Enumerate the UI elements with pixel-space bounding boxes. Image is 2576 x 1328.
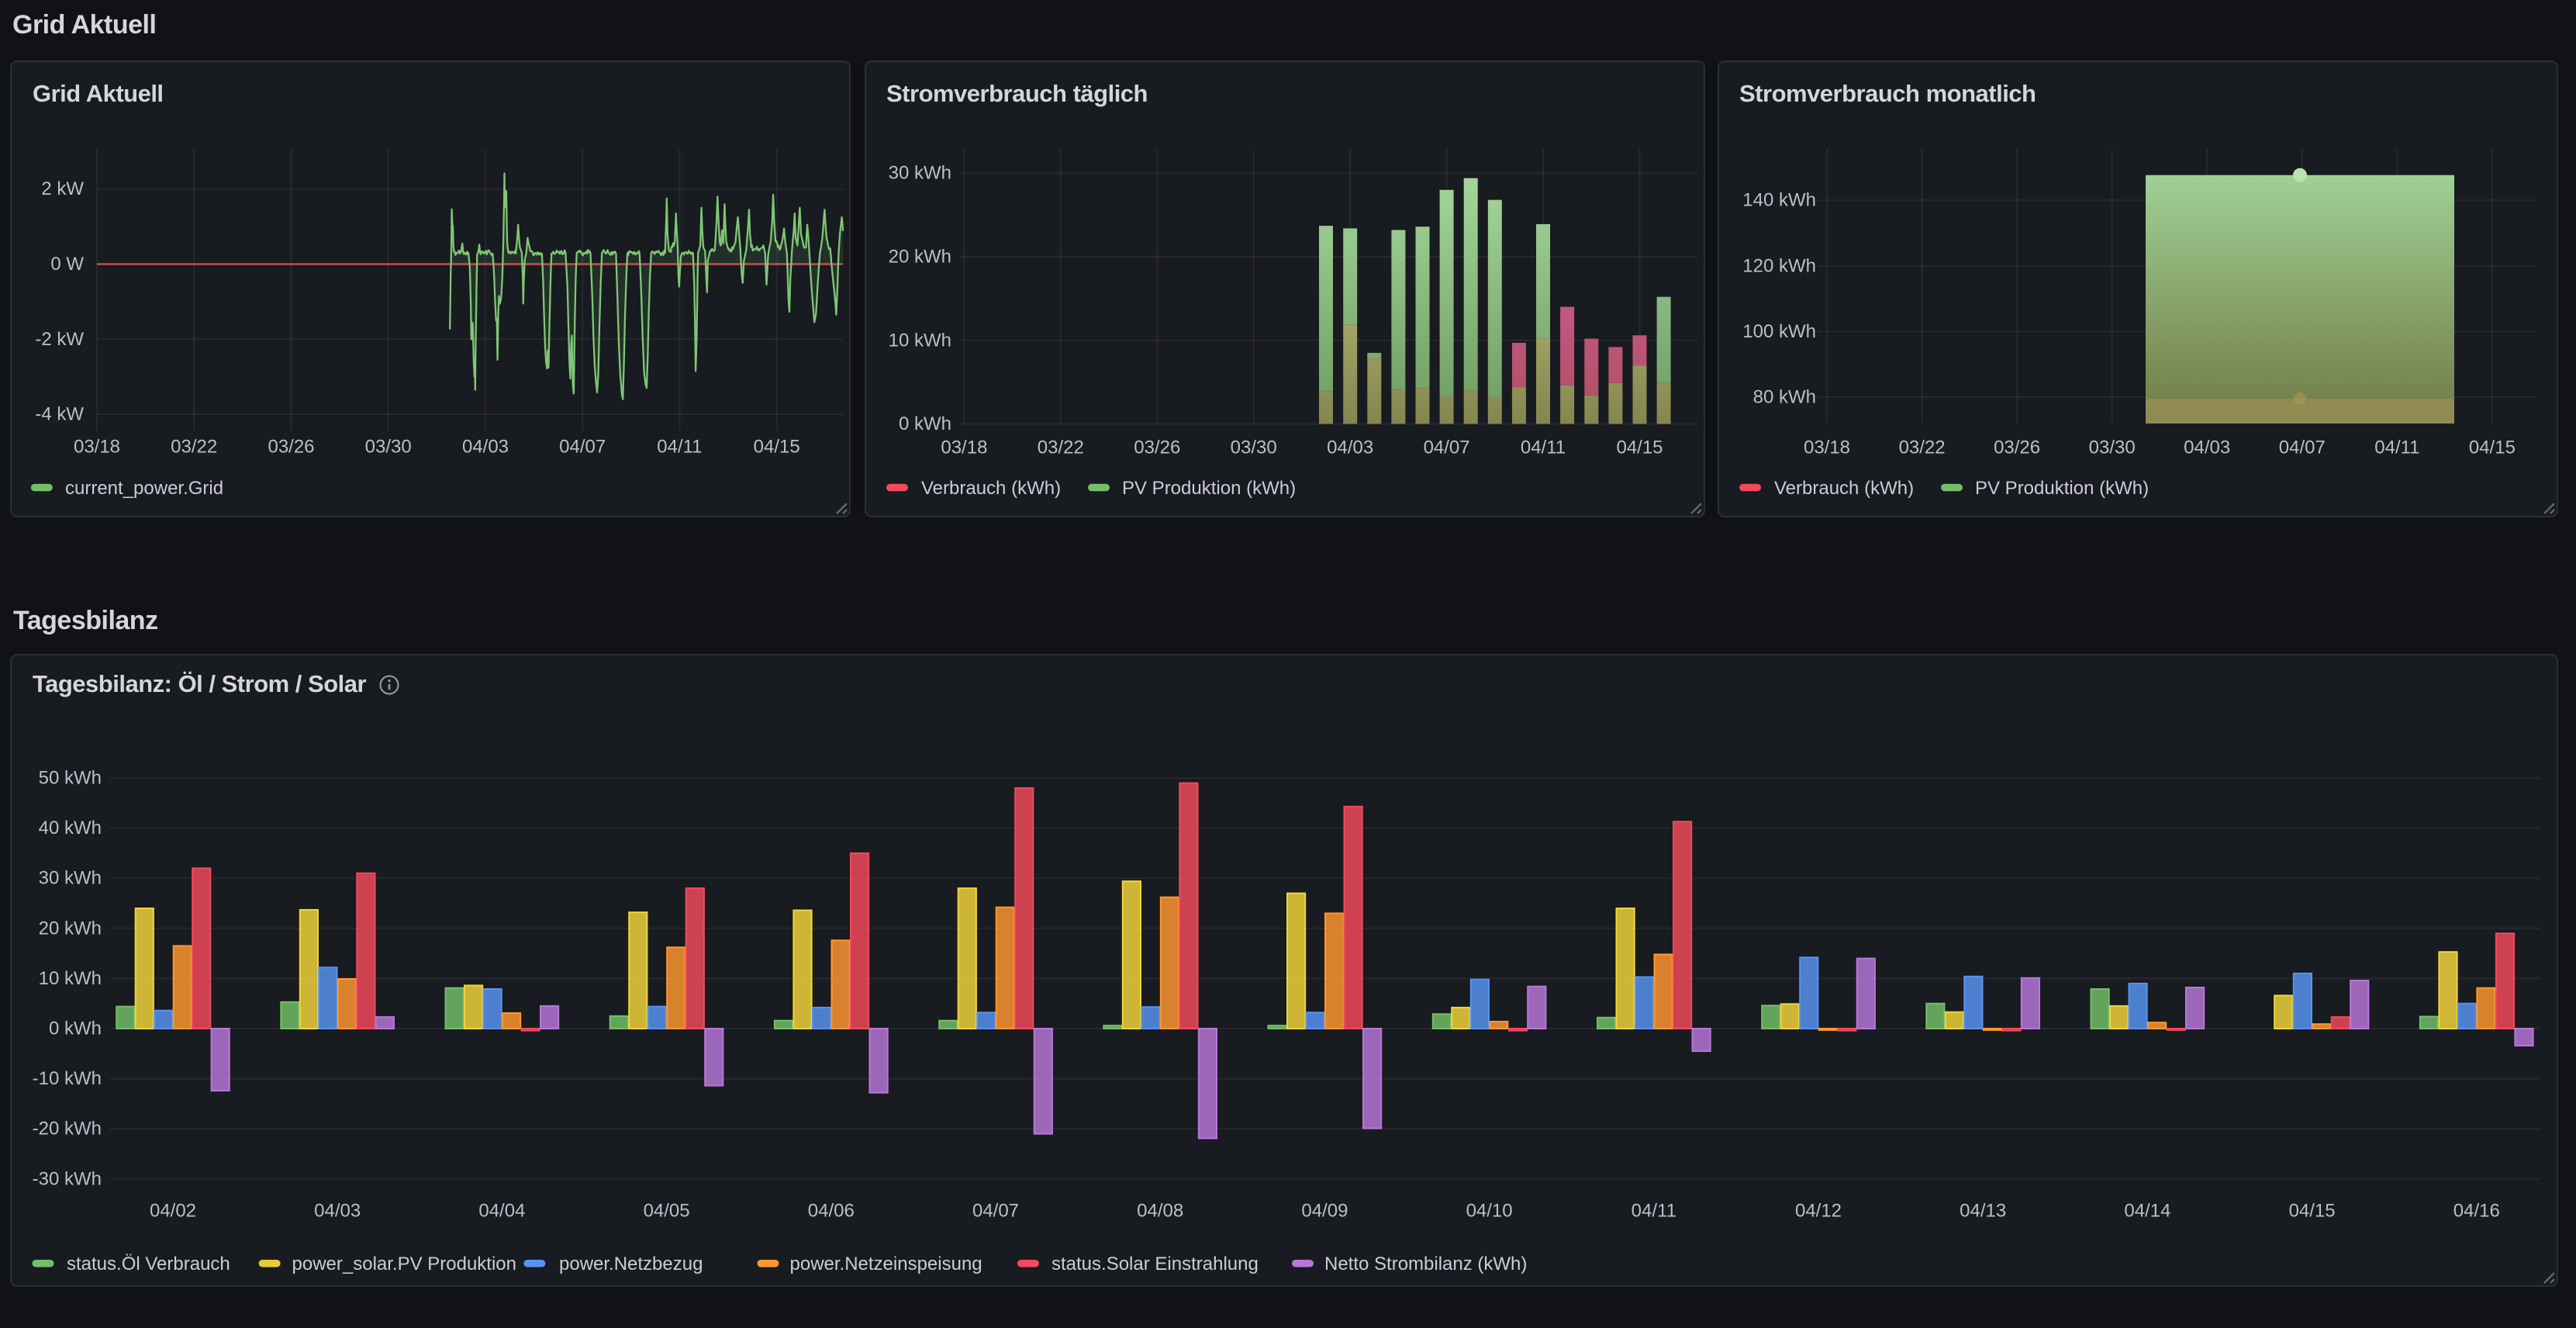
svg-text:0 W: 0 W <box>50 254 84 275</box>
svg-text:-4 kW: -4 kW <box>35 404 84 425</box>
svg-text:80 kWh: 80 kWh <box>1753 387 1816 408</box>
svg-text:04/03: 04/03 <box>1327 437 1373 458</box>
svg-text:03/26: 03/26 <box>268 437 314 458</box>
svg-text:Netto Strombilanz (kWh): Netto Strombilanz (kWh) <box>1324 1254 1527 1274</box>
svg-text:04/11: 04/11 <box>657 437 702 458</box>
svg-text:04/09: 04/09 <box>1301 1201 1348 1222</box>
svg-text:100 kWh: 100 kWh <box>1742 321 1816 342</box>
svg-text:04/15: 04/15 <box>754 437 800 458</box>
svg-text:power_solar.PV Produktion: power_solar.PV Produktion <box>292 1254 517 1274</box>
svg-text:03/18: 03/18 <box>941 437 987 458</box>
svg-text:PV Produktion (kWh): PV Produktion (kWh) <box>1975 478 2149 499</box>
svg-text:Verbrauch (kWh): Verbrauch (kWh) <box>1774 478 1914 499</box>
svg-text:power.Netzeinspeisung: power.Netzeinspeisung <box>790 1254 982 1274</box>
svg-text:30 kWh: 30 kWh <box>39 868 102 889</box>
svg-text:40 kWh: 40 kWh <box>39 818 102 839</box>
svg-text:20 kWh: 20 kWh <box>39 918 102 939</box>
svg-text:0 kWh: 0 kWh <box>899 413 951 434</box>
svg-text:-30 kWh: -30 kWh <box>33 1168 102 1189</box>
svg-text:current_power.Grid: current_power.Grid <box>65 478 223 499</box>
svg-text:04/10: 04/10 <box>1466 1201 1513 1222</box>
svg-text:04/14: 04/14 <box>2124 1201 2170 1222</box>
svg-text:120 kWh: 120 kWh <box>1742 255 1816 276</box>
svg-text:04/11: 04/11 <box>1632 1201 1676 1222</box>
svg-text:04/11: 04/11 <box>2374 437 2419 458</box>
svg-text:03/30: 03/30 <box>2089 437 2136 458</box>
svg-text:140 kWh: 140 kWh <box>1742 190 1816 211</box>
svg-text:04/12: 04/12 <box>1795 1201 1842 1222</box>
svg-text:10 kWh: 10 kWh <box>889 330 951 351</box>
svg-text:04/07: 04/07 <box>1424 437 1470 458</box>
svg-text:03/22: 03/22 <box>1038 437 1084 458</box>
svg-text:04/05: 04/05 <box>644 1201 690 1222</box>
svg-text:30 kWh: 30 kWh <box>889 163 951 184</box>
svg-text:04/03: 04/03 <box>462 437 509 458</box>
svg-text:03/30: 03/30 <box>1231 437 1277 458</box>
svg-text:20 kWh: 20 kWh <box>889 247 951 268</box>
svg-text:04/03: 04/03 <box>314 1201 361 1222</box>
svg-text:04/07: 04/07 <box>972 1201 1019 1222</box>
svg-text:03/30: 03/30 <box>365 437 412 458</box>
svg-text:03/18: 03/18 <box>1804 437 1850 458</box>
svg-text:status.Solar Einstrahlung: status.Solar Einstrahlung <box>1051 1254 1259 1274</box>
svg-text:04/16: 04/16 <box>2453 1201 2500 1222</box>
svg-text:0 kWh: 0 kWh <box>49 1018 102 1039</box>
svg-text:03/18: 03/18 <box>74 437 120 458</box>
svg-text:04/15: 04/15 <box>1616 437 1663 458</box>
svg-text:04/11: 04/11 <box>1521 437 1566 458</box>
svg-text:04/06: 04/06 <box>808 1201 855 1222</box>
svg-text:power.Netzbezug: power.Netzbezug <box>559 1254 703 1274</box>
svg-text:04/04: 04/04 <box>478 1201 525 1222</box>
svg-text:04/15: 04/15 <box>2289 1201 2336 1222</box>
svg-text:04/07: 04/07 <box>2279 437 2326 458</box>
svg-text:-20 kWh: -20 kWh <box>33 1119 102 1140</box>
svg-text:04/15: 04/15 <box>2469 437 2516 458</box>
svg-text:04/08: 04/08 <box>1137 1201 1183 1222</box>
svg-text:10 kWh: 10 kWh <box>39 968 102 989</box>
svg-text:03/22: 03/22 <box>171 437 217 458</box>
svg-text:2 kW: 2 kW <box>41 178 84 199</box>
svg-text:status.Öl Verbrauch: status.Öl Verbrauch <box>67 1254 230 1274</box>
svg-text:04/02: 04/02 <box>150 1201 196 1222</box>
svg-text:03/26: 03/26 <box>1994 437 2040 458</box>
svg-text:04/03: 04/03 <box>2184 437 2230 458</box>
svg-text:-10 kWh: -10 kWh <box>33 1068 102 1089</box>
svg-text:03/22: 03/22 <box>1899 437 1946 458</box>
svg-text:03/26: 03/26 <box>1134 437 1180 458</box>
svg-text:04/07: 04/07 <box>559 437 606 458</box>
svg-text:04/13: 04/13 <box>1960 1201 2006 1222</box>
svg-text:-2 kW: -2 kW <box>35 329 84 350</box>
svg-text:50 kWh: 50 kWh <box>39 768 102 789</box>
svg-text:Verbrauch (kWh): Verbrauch (kWh) <box>921 478 1061 499</box>
svg-text:PV Produktion (kWh): PV Produktion (kWh) <box>1122 478 1296 499</box>
